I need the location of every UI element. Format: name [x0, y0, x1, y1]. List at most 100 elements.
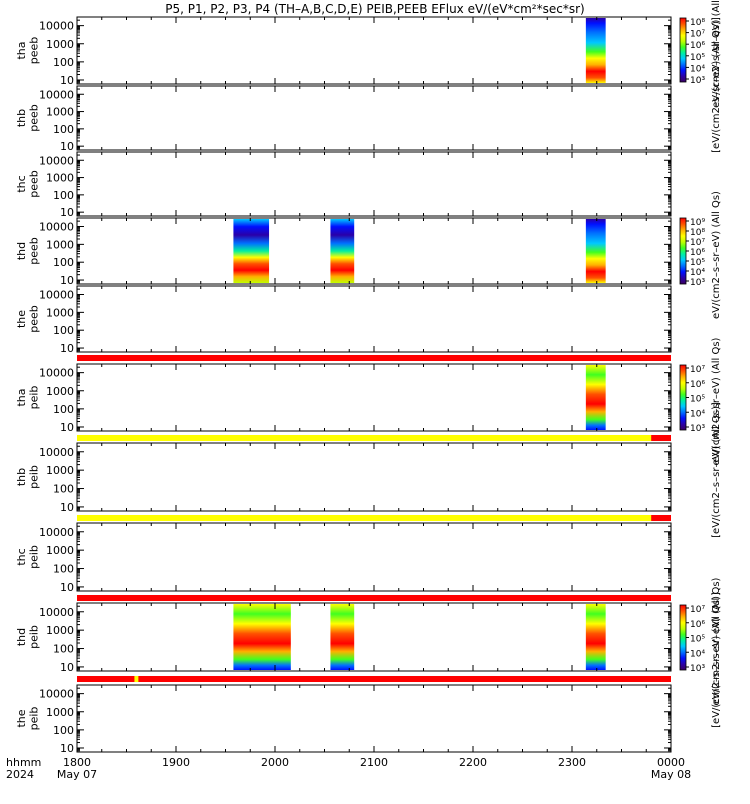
- y-tick-label: 100: [53, 256, 74, 269]
- quality-flag-bar: [77, 435, 671, 441]
- colorbar-tick-label: 10⁷: [690, 30, 705, 40]
- y-tick-label: 1000: [46, 306, 74, 319]
- colorbar-side-label: [eV/(cm2–s–sr–eV) (All Qs)]: [711, 402, 722, 538]
- colorbar-tick-label: 10³: [690, 664, 705, 674]
- panel-the-peeb: 10 100 1000 10000 thepeeb: [15, 285, 672, 361]
- y-tick-label: 10000: [39, 88, 74, 101]
- colorbar-tick-label: 10⁶: [690, 248, 705, 258]
- panel-label: thepeeb: [15, 305, 41, 333]
- probe-label: thb: [15, 109, 28, 127]
- panel-thc-peib: 10 100 1000 10000 thcpeib: [15, 522, 672, 601]
- panel-frame: [76, 684, 672, 753]
- x-date-label: May 08: [651, 768, 691, 781]
- product-label: peib: [28, 625, 41, 649]
- y-tick-label: 100: [53, 56, 74, 69]
- x-row-label-year: 2024: [6, 768, 34, 781]
- y-tick-label: 10: [60, 74, 74, 87]
- colorbar-scale: [679, 217, 687, 285]
- colorbar-side-label: [eV/(cm2–s–sr–eV) (All Qs)]: [711, 17, 722, 153]
- y-tick-label: 100: [53, 563, 74, 576]
- spectrum-block: [585, 219, 606, 283]
- panel-label: thapeeb: [15, 37, 41, 65]
- quality-flag-segment: [651, 515, 671, 521]
- quality-flag-bar: [77, 676, 671, 682]
- quality-flag-segment: [651, 435, 671, 441]
- probe-label: the: [15, 310, 28, 328]
- y-tick-label: 100: [53, 189, 74, 202]
- quality-flag-bar: [77, 355, 671, 361]
- product-label: peeb: [28, 305, 41, 333]
- panel-thb-peib: 10 100 1000 10000 thbpeib: [15, 442, 672, 521]
- colorbar-tick-label: 10³: [690, 424, 705, 434]
- colorbar-tick-label: 10⁴: [690, 649, 705, 659]
- colorbar-scale: [679, 604, 687, 671]
- panel-label: thbpeib: [15, 465, 41, 489]
- colorbar-scale: [679, 364, 687, 431]
- colorbar-title: eV/(cm2–s–sr–eV) (All Qs): [711, 577, 722, 705]
- panel-label: thdpeeb: [15, 237, 41, 265]
- x-row-label-time: hhmm: [6, 756, 41, 769]
- product-label: peeb: [28, 37, 41, 65]
- y-tick-label: 10: [60, 501, 74, 514]
- y-tick-label: 100: [53, 123, 74, 136]
- x-tick-label: 2200: [459, 756, 487, 769]
- panel-label: thcpeeb: [15, 170, 41, 198]
- product-label: peeb: [28, 170, 41, 198]
- panel-thd-peib: 10 100 1000 10000 thdpeib: [15, 602, 672, 682]
- probe-label: tha: [15, 388, 28, 406]
- colorbar: 10⁷ 10⁶ 10⁵ 10⁴ 10³ eV/(cm2–s–sr–eV) (All Qs): [679, 577, 722, 705]
- panel-frame: [76, 285, 672, 353]
- probe-label: tha: [15, 41, 28, 59]
- x-tick-label: 1800: [63, 756, 91, 769]
- panel-the-peib: 10 100 1000 10000 thepeib: [15, 684, 672, 755]
- panel-frame: [76, 217, 672, 285]
- panel-label: thdpeib: [15, 625, 41, 649]
- product-label: peib: [28, 545, 41, 569]
- colorbar-title: eV/(cm2–s–sr–eV) (All Qs): [711, 191, 722, 319]
- x-tick-label: 0000: [657, 756, 685, 769]
- probe-label: thb: [15, 468, 28, 486]
- y-tick-label: 10: [60, 274, 74, 287]
- y-tick-label: 1000: [46, 38, 74, 51]
- y-tick-label: 10: [60, 742, 74, 755]
- panel-label: thbpeeb: [15, 104, 41, 132]
- colorbar: 10⁷ 10⁶ 10⁵ 10⁴ 10³ eV/(cm2–s–sr–eV) (All Qs): [679, 337, 722, 465]
- product-label: peeb: [28, 104, 41, 132]
- colorbar-tick-label: 10³: [690, 76, 705, 86]
- panel-label: thepeib: [15, 707, 41, 731]
- y-tick-label: 1000: [46, 544, 74, 557]
- colorbar-title: eV/(cm2–s–sr–eV) (All: [711, 0, 722, 108]
- colorbar-tick-label: 10⁵: [690, 395, 705, 405]
- panel-frame: [76, 151, 672, 217]
- y-tick-label: 10000: [39, 688, 74, 701]
- y-tick-label: 1000: [46, 706, 74, 719]
- colorbar-tick-label: 10⁵: [690, 635, 705, 645]
- y-tick-label: 1000: [46, 172, 74, 185]
- panel-frame: [76, 522, 672, 592]
- colorbar-tick-label: 10⁷: [690, 365, 705, 375]
- colorbar-tick-label: 10⁷: [690, 238, 705, 248]
- probe-label: the: [15, 709, 28, 727]
- colorbar-title: eV/(cm2–s–sr–eV) (All Qs): [711, 337, 722, 465]
- spectrum-block: [233, 219, 270, 283]
- y-tick-label: 10000: [39, 526, 74, 539]
- y-tick-label: 10000: [39, 221, 74, 234]
- colorbar-tick-label: 10⁷: [690, 605, 705, 615]
- spectrum-block: [585, 365, 606, 430]
- panel-label: thapeib: [15, 386, 41, 410]
- panel-frame: [76, 442, 672, 512]
- x-tick-label: 2000: [261, 756, 289, 769]
- y-tick-label: 10: [60, 206, 74, 219]
- y-tick-label: 10000: [39, 446, 74, 459]
- probe-label: thd: [15, 242, 28, 260]
- y-tick-label: 10000: [39, 289, 74, 302]
- spectrum-block: [585, 18, 606, 83]
- panel-stack: 10100100010000thapeeb10100100010000thbpe…: [15, 16, 672, 755]
- colorbar-tick-label: 10⁸: [690, 228, 705, 238]
- y-tick-label: 1000: [46, 624, 74, 637]
